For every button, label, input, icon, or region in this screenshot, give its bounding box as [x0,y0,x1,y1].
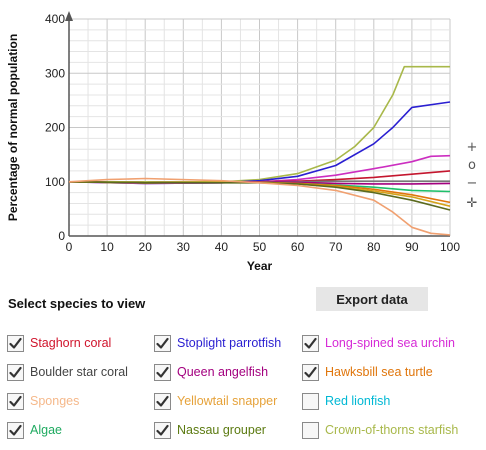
species-checkbox[interactable] [154,363,171,381]
x-tick-label: 30 [177,240,191,254]
species-checkbox[interactable] [7,334,24,352]
species-option-yellowtail-snapper[interactable]: Yellowtail snapper [154,390,277,412]
series-line-sponges [68,177,451,236]
x-tick-label: 10 [100,240,114,254]
species-checkbox[interactable] [154,392,171,410]
y-axis-title: Percentage of normal population [6,34,20,221]
species-checkbox[interactable] [7,392,24,410]
zoom-in-icon[interactable]: + [466,140,478,155]
x-tick-label: 0 [66,240,73,254]
x-axis-title: Year [247,259,273,273]
pan-icon[interactable]: ✛ [466,196,478,211]
species-option-hawksbill-sea-turtle[interactable]: Hawksbill sea turtle [302,361,433,383]
species-checkbox[interactable] [302,392,319,410]
species-checkbox[interactable] [154,421,171,439]
checkmark-icon [9,395,22,407]
species-label: Crown-of-thorns starfish [325,423,459,437]
x-tick-label: 100 [440,240,460,254]
y-tick-label: 300 [45,66,65,80]
species-checkbox[interactable] [7,363,24,381]
zoom-reset-icon[interactable]: o [468,158,476,173]
species-label: Red lionfish [325,394,391,408]
species-label: Sponges [30,394,80,408]
species-option-long-spined-sea-urchin[interactable]: Long-spined sea urchin [302,332,455,354]
species-panel-title: Select species to view [8,296,146,311]
species-label: Nassau grouper [177,423,266,437]
x-tick-label: 60 [291,240,305,254]
x-tick-label: 70 [329,240,343,254]
species-label: Queen angelfish [177,365,269,379]
species-option-sponges[interactable]: Sponges [7,390,79,412]
x-tick-label: 20 [139,240,153,254]
species-label: Staghorn coral [30,336,112,350]
checkmark-icon [156,366,169,378]
species-option-staghorn-coral[interactable]: Staghorn coral [7,332,111,354]
species-checkbox[interactable] [154,334,171,352]
checkmark-icon [9,366,22,378]
species-label: Stoplight parrotfish [177,336,282,350]
x-tick-label: 40 [215,240,229,254]
population-chart: 0 10 20 30 40 50 60 70 80 90 100 0 100 200 300 400 Year P… [6,11,460,273]
species-label: Boulder star coral [30,365,128,379]
species-option-nassau-grouper[interactable]: Nassau grouper [154,419,266,441]
y-tick-label: 100 [45,175,65,189]
species-label: Long-spined sea urchin [325,336,455,350]
line-chart: 0 10 20 30 40 50 60 70 80 90 100 0 100 200 300 400 Year P… [6,11,460,273]
species-label: Hawksbill sea turtle [325,365,433,379]
export-data-button[interactable]: Export data [316,287,428,311]
zoom-out-icon[interactable]: − [466,176,478,191]
y-tick-label: 200 [45,121,65,135]
species-option-queen-angelfish[interactable]: Queen angelfish [154,361,268,383]
series-line-nassau-grouper [68,181,451,211]
species-label: Yellowtail snapper [177,394,278,408]
species-option-boulder-star-coral[interactable]: Boulder star coral [7,361,128,383]
checkmark-icon [9,337,22,349]
species-option-stoplight-parrotfish[interactable]: Stoplight parrotfish [154,332,281,354]
y-tick-label: 400 [45,12,65,26]
x-tick-label: 90 [405,240,419,254]
species-checkbox[interactable] [7,421,24,439]
checkmark-icon [156,337,169,349]
species-label: Algae [30,423,62,437]
x-tick-label: 80 [367,240,381,254]
species-checkbox[interactable] [302,363,319,381]
species-checkbox[interactable] [302,334,319,352]
checkmark-icon [156,424,169,436]
checkmark-icon [304,337,317,349]
species-option-red-lionfish[interactable]: Red lionfish [302,390,390,412]
species-checkbox[interactable] [302,421,319,439]
checkmark-icon [156,395,169,407]
y-axis-arrow-icon [65,11,73,21]
checkmark-icon [9,424,22,436]
y-tick-label: 0 [58,229,65,243]
species-option-crown-of-thorns-starfish[interactable]: Crown-of-thorns starfish [302,419,458,441]
species-option-algae[interactable]: Algae [7,419,62,441]
checkmark-icon [304,366,317,378]
x-tick-label: 50 [253,240,267,254]
